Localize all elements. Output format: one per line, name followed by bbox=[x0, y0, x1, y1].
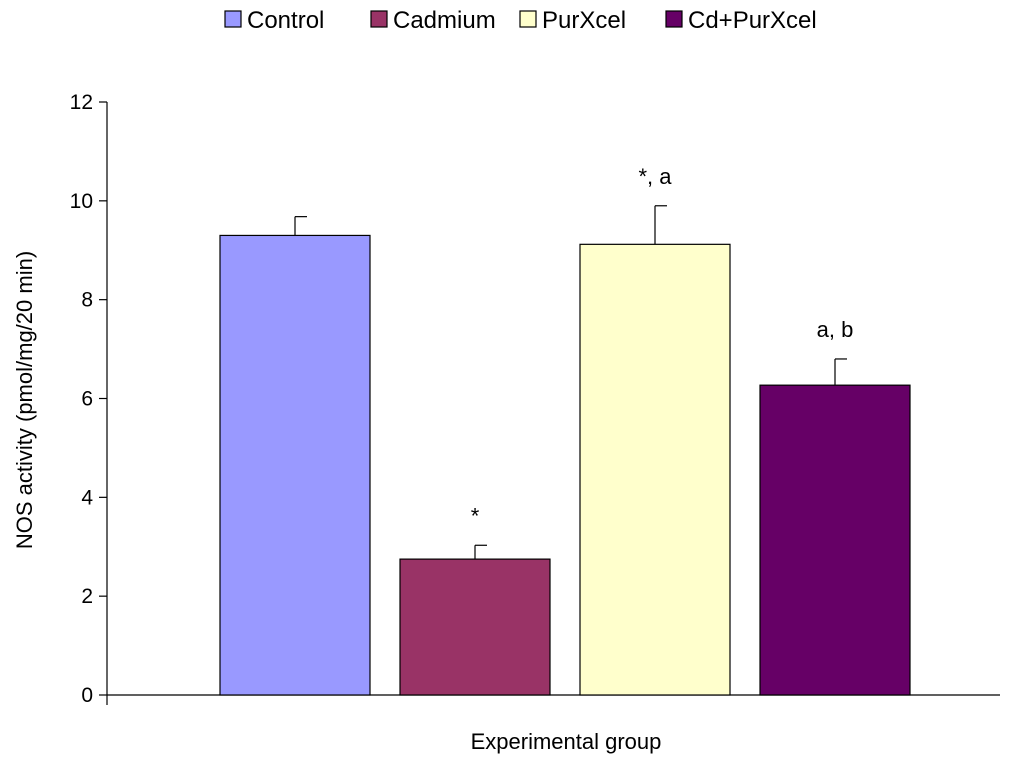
legend-label: Control bbox=[247, 7, 324, 34]
y-tick-label: 4 bbox=[81, 486, 93, 509]
legend-swatch bbox=[519, 10, 537, 28]
legend-swatch bbox=[224, 10, 242, 28]
legend-label: Cadmium bbox=[393, 7, 496, 34]
bar-control bbox=[219, 234, 371, 696]
significance-label: a, b bbox=[817, 317, 854, 342]
legend-label: PurXcel bbox=[542, 7, 626, 34]
y-tick-label: 10 bbox=[70, 190, 93, 213]
legend-swatch bbox=[370, 10, 388, 28]
y-tick-label: 12 bbox=[70, 91, 93, 114]
bar-cadmium bbox=[399, 558, 551, 696]
bar-cd-purxcel bbox=[759, 384, 911, 696]
bars: * *, a a, b bbox=[219, 164, 911, 696]
y-tick-label: 6 bbox=[81, 388, 93, 411]
legend-swatch bbox=[665, 10, 683, 28]
y-axis-title: NOS activity (pmol/mg/20 min) bbox=[12, 251, 37, 549]
legend-label: Cd+PurXcel bbox=[688, 7, 817, 34]
significance-label: * bbox=[471, 503, 480, 528]
bar-purxcel bbox=[579, 243, 731, 696]
legend: Control Cadmium PurXcel Cd+PurXcel bbox=[224, 7, 817, 34]
significance-label: *, a bbox=[638, 164, 672, 189]
x-axis-title: Experimental group bbox=[471, 729, 662, 754]
y-tick-label: 8 bbox=[81, 289, 93, 312]
y-tick-label: 2 bbox=[81, 585, 93, 608]
y-tick-label: 0 bbox=[81, 684, 93, 707]
